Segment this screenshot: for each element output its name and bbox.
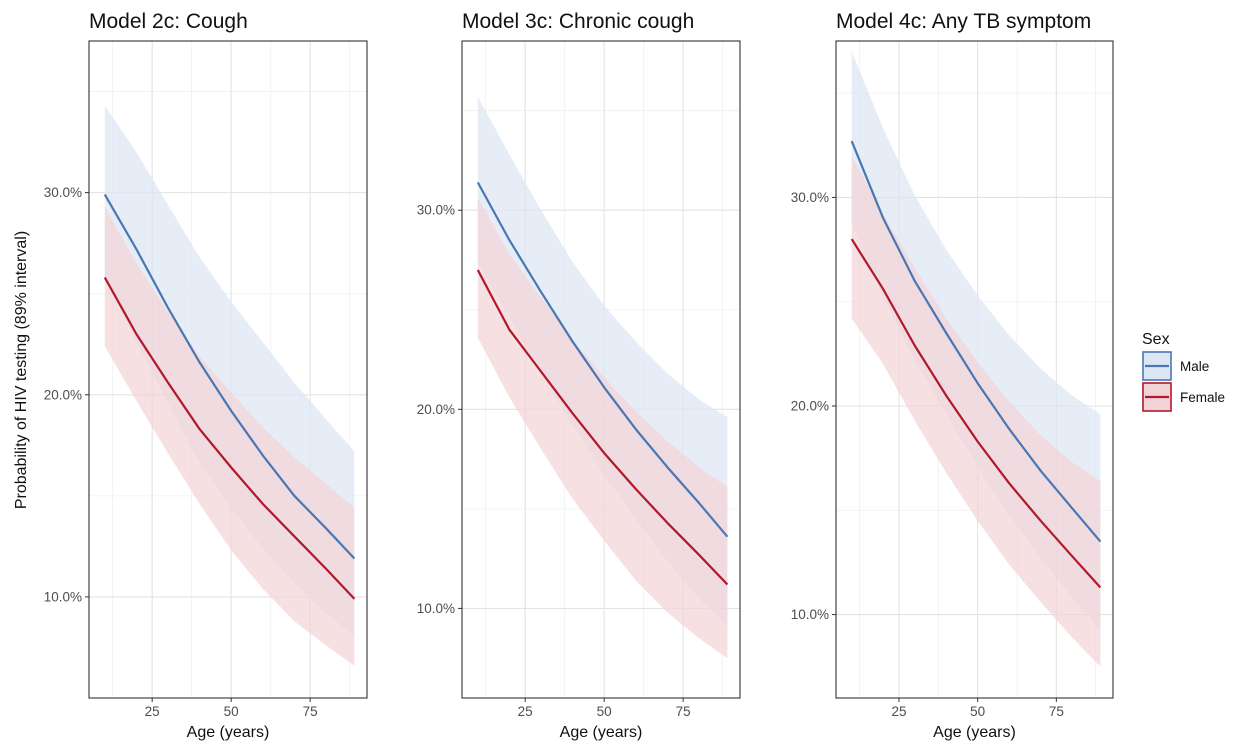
y-tick-label: 10.0% <box>791 607 829 622</box>
x-tick-label: 25 <box>891 704 906 719</box>
line-female <box>476 269 729 586</box>
line-male <box>103 194 356 560</box>
x-tick-label: 75 <box>676 704 691 719</box>
line-female <box>103 276 356 600</box>
y-tick-label: 20.0% <box>791 399 829 414</box>
x-axis-title: Age (years) <box>933 724 1016 741</box>
line-male <box>476 181 729 538</box>
ribbon-female <box>851 155 1101 667</box>
panel-border <box>835 40 1114 699</box>
panel-title: Model 3c: Chronic cough <box>462 10 694 33</box>
x-tick-label: 50 <box>224 704 239 719</box>
panels: 25 50 75 10.0% 20.0% 30.0% Model 2c: Cough Age … <box>44 10 1114 741</box>
panel-border <box>461 40 741 699</box>
y-tick-label: 30.0% <box>44 185 82 200</box>
panel-title: Model 2c: Cough <box>89 10 248 33</box>
ribbon-female <box>104 206 355 666</box>
legend-title: Sex <box>1142 331 1170 348</box>
line-female <box>850 238 1102 589</box>
panel-border <box>88 40 368 699</box>
y-tick-label: 20.0% <box>44 387 82 402</box>
x-axis-title: Age (years) <box>187 724 270 741</box>
x-axis-title: Age (years) <box>560 724 643 741</box>
y-tick-label: 30.0% <box>791 190 829 205</box>
ribbon-female <box>477 198 728 659</box>
legend-key-female <box>1142 382 1172 412</box>
legend: Sex Male Female <box>1142 331 1225 412</box>
x-tick-label: 25 <box>145 704 160 719</box>
x-tick-label: 75 <box>1049 704 1064 719</box>
panel-2: 25 50 75 10.0% 20.0% 30.0% Model 3c: Chronic c… <box>417 10 741 741</box>
y-tick-label: 30.0% <box>417 203 455 218</box>
y-tick-label: 10.0% <box>44 589 82 604</box>
x-tick-label: 25 <box>518 704 533 719</box>
y-axis-title: Probability of HIV testing (89% interval… <box>13 231 30 509</box>
legend-label-male: Male <box>1180 359 1209 374</box>
x-tick-label: 50 <box>597 704 612 719</box>
x-tick-label: 75 <box>303 704 318 719</box>
legend-label-female: Female <box>1180 390 1225 405</box>
legend-key-male <box>1142 351 1172 381</box>
line-male <box>850 140 1102 543</box>
y-tick-label: 10.0% <box>417 601 455 616</box>
panel-1: 25 50 75 10.0% 20.0% 30.0% Model 2c: Cough Age … <box>44 10 368 741</box>
panel-3: 25 50 75 10.0% 20.0% 30.0% Model 4c: Any TB sy… <box>791 10 1114 741</box>
y-tick-label: 20.0% <box>417 402 455 417</box>
x-tick-label: 50 <box>970 704 985 719</box>
panel-title: Model 4c: Any TB symptom <box>836 10 1091 33</box>
